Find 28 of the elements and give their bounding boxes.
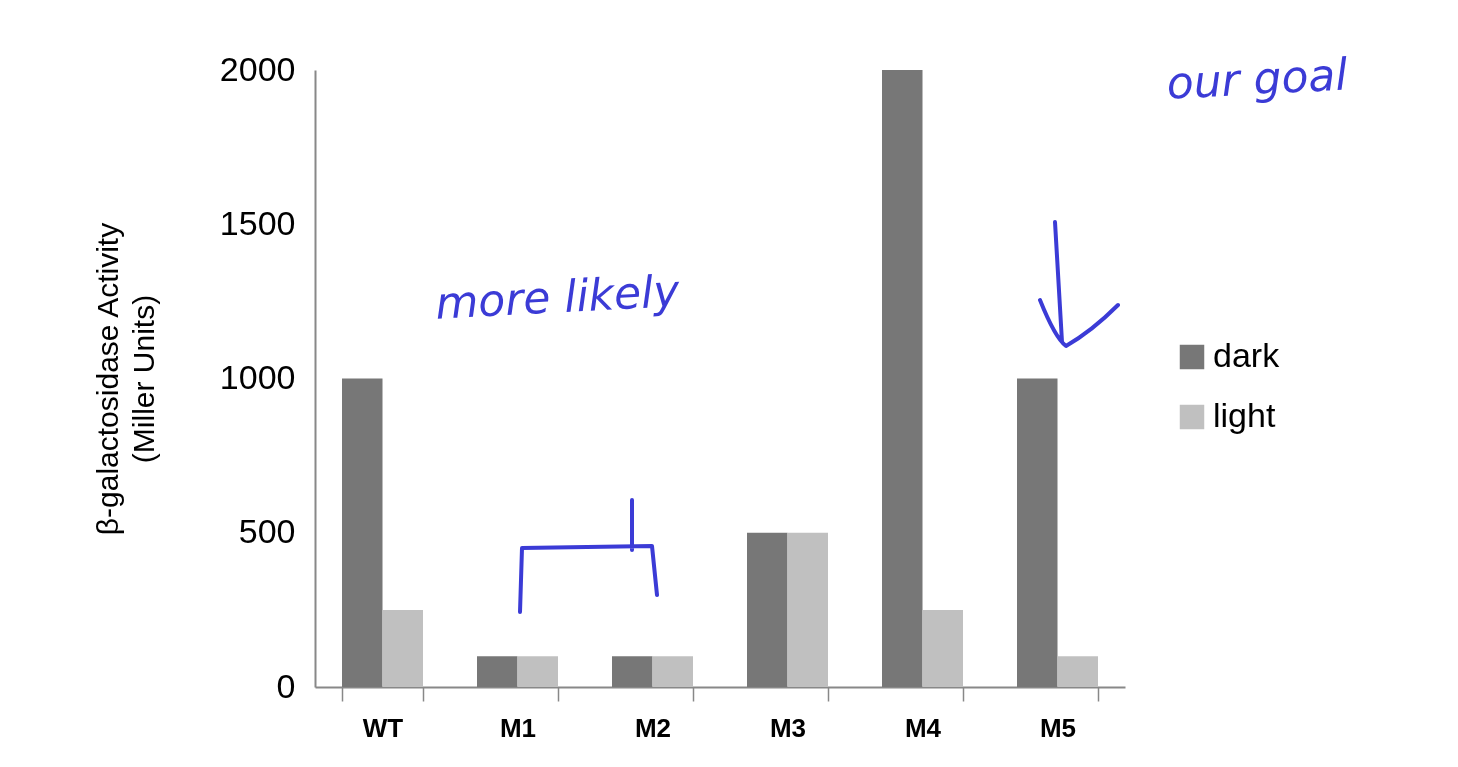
legend-label: light <box>1213 396 1276 434</box>
bar <box>1057 656 1098 687</box>
y-tick-label: 1500 <box>219 203 296 242</box>
bar <box>477 656 518 687</box>
y-axis-title: β-galactosidase Activity (Miller Units) <box>90 222 160 536</box>
x-tick-label: M5 <box>1039 712 1077 743</box>
bar <box>747 532 788 687</box>
bar <box>652 656 693 687</box>
x-tick-label: M4 <box>904 712 942 743</box>
bar <box>612 656 653 687</box>
bar <box>382 609 423 687</box>
bar <box>922 609 963 687</box>
text: our goal <box>1165 48 1350 109</box>
x-tick-label: WT <box>362 712 404 743</box>
bar <box>882 70 923 687</box>
annotation: more likely <box>434 264 682 329</box>
x-tick-label: M2 <box>634 712 672 743</box>
bar <box>1017 378 1058 687</box>
legend-label: dark <box>1213 336 1281 374</box>
bar <box>342 378 383 687</box>
y-tick-label: 0 <box>276 666 296 705</box>
bar <box>787 532 828 687</box>
bar <box>517 656 558 687</box>
y-tick-label: 500 <box>238 512 296 551</box>
y-tick-label: 2000 <box>219 49 296 88</box>
x-tick-label: M1 <box>499 712 537 743</box>
x-tick-label: M3 <box>769 712 807 743</box>
y-tick-label: 1000 <box>219 358 296 396</box>
